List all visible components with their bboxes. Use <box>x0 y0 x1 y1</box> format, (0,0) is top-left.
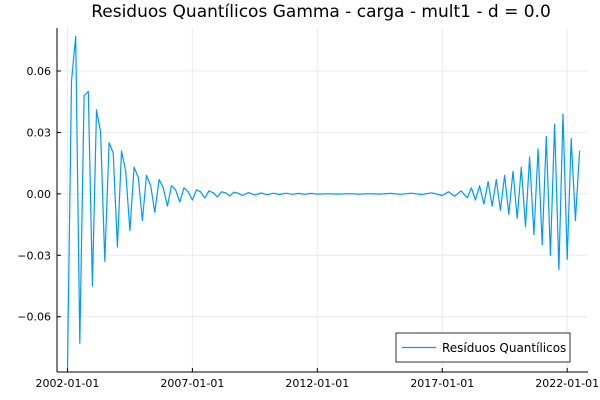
chart-title: Residuos Quantílicos Gamma - carga - mul… <box>91 2 551 22</box>
y-tick-label: −0.06 <box>17 311 51 324</box>
y-tick-label: 0.03 <box>27 126 52 139</box>
grid <box>57 28 588 372</box>
x-tick-label: 2012-01-01 <box>285 377 349 390</box>
axes <box>56 28 588 373</box>
y-tick-labels: 0.06 0.03 0.00 −0.03 −0.06 <box>17 65 51 324</box>
x-tick-label: 2002-01-01 <box>35 377 99 390</box>
legend: Resíduos Quantílicos <box>395 332 571 363</box>
series-line-0 <box>66 35 581 368</box>
x-tick-labels: 2002-01-01 2007-01-01 2012-01-01 2017-01-01… <box>35 377 599 390</box>
y-tick-label: 0.06 <box>27 65 52 78</box>
x-tick-label: 2007-01-01 <box>160 377 224 390</box>
series-group <box>66 35 581 368</box>
y-tick-label: −0.03 <box>17 249 51 262</box>
x-tick-label: 2017-01-01 <box>410 377 474 390</box>
y-tick-label: 0.00 <box>27 188 52 201</box>
x-tick-label: 2022-01-01 <box>535 377 599 390</box>
legend-label: Resíduos Quantílicos <box>442 341 566 355</box>
